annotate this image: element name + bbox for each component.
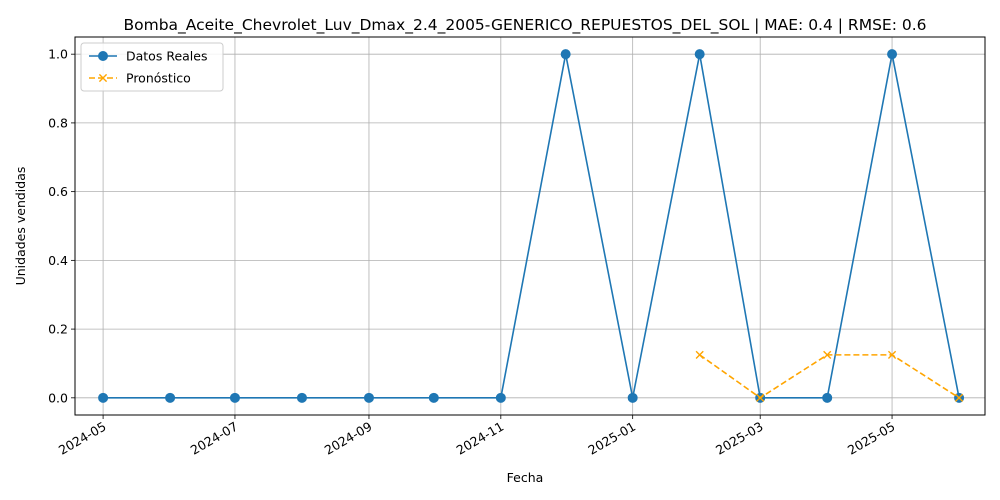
y-tick-label: 0.8	[48, 115, 68, 130]
data-point	[823, 350, 832, 359]
legend-box	[80, 42, 224, 92]
y-axis: 0.0 0.2 0.4 0.6 0.8 1.0	[48, 47, 75, 405]
x-tick-label: 2024-11	[454, 419, 507, 458]
legend-marker	[98, 73, 108, 83]
series-line	[699, 354, 960, 399]
series-line	[103, 54, 960, 399]
y-tick-label: 0.6	[48, 184, 68, 199]
data-point	[822, 392, 833, 403]
y-tick-label: 0.4	[48, 253, 68, 268]
x-axis: 2024-05 2024-07 2024-09 2024-11 2025-01 2025-…	[56, 415, 898, 458]
data-point	[428, 392, 439, 403]
data-point	[627, 392, 638, 403]
legend-marker	[98, 51, 108, 61]
x-tick-label: 2025-01	[585, 419, 638, 458]
x-tick-label: 2025-03	[713, 419, 766, 458]
series-actual	[98, 49, 965, 403]
y-tick-label: 0.0	[48, 390, 68, 405]
legend: Datos Reales Pronóstico	[80, 42, 224, 92]
series-layer	[98, 49, 965, 403]
data-point	[756, 393, 765, 402]
x-tick-label: 2024-05	[56, 419, 109, 458]
x-tick-label: 2024-07	[188, 419, 241, 458]
x-axis-label: Fecha	[507, 470, 544, 485]
data-point	[165, 392, 176, 403]
data-point	[695, 350, 704, 359]
data-point	[887, 49, 898, 60]
x-marker-stroke	[695, 350, 704, 359]
legend-label: Pronóstico	[126, 71, 191, 86]
data-point	[363, 392, 374, 403]
y-tick-label: 0.2	[48, 322, 68, 337]
x-marker-stroke	[954, 393, 964, 402]
data-point	[296, 392, 307, 403]
data-point	[229, 392, 240, 403]
data-point	[495, 392, 506, 403]
x-marker-stroke	[756, 393, 765, 402]
grid	[75, 37, 985, 415]
x-tick-label: 2025-05	[845, 419, 898, 458]
data-point	[694, 49, 705, 60]
data-point	[98, 392, 109, 403]
data-point	[887, 350, 897, 359]
legend-label: Datos Reales	[126, 49, 207, 64]
plot-frame	[74, 36, 986, 416]
chart-title: Bomba_Aceite_Chevrolet_Luv_Dmax_2.4_2005…	[123, 16, 926, 35]
series-forecast	[695, 350, 964, 402]
data-point	[954, 393, 964, 402]
x-marker-stroke	[98, 73, 108, 83]
x-marker-stroke	[887, 350, 897, 359]
y-axis-label: Unidades vendidas	[13, 167, 28, 286]
x-marker-stroke	[823, 350, 832, 359]
x-tick-label: 2024-09	[322, 419, 375, 458]
y-tick-label: 1.0	[48, 47, 68, 62]
data-point	[560, 49, 571, 60]
